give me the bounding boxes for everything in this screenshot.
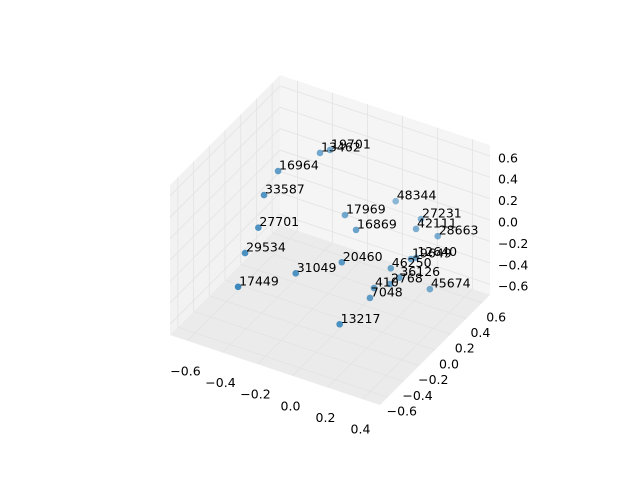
point bbox=[260, 191, 268, 199]
y-tick-label: −0.4 bbox=[402, 388, 432, 403]
grid-line bbox=[256, 248, 467, 319]
z-tick-label: 0.4 bbox=[498, 172, 518, 187]
point bbox=[352, 226, 360, 234]
y-tick-label: −0.2 bbox=[418, 372, 448, 387]
point-label: 20460 bbox=[343, 249, 383, 264]
point-label: 7048 bbox=[371, 284, 403, 299]
grid-line bbox=[240, 263, 451, 335]
point-label: 42111 bbox=[417, 215, 457, 230]
point bbox=[426, 285, 434, 293]
point-label: 27231 bbox=[422, 206, 462, 221]
point bbox=[292, 270, 300, 277]
x-tick-label: 0.4 bbox=[351, 422, 371, 437]
point-label: 48344 bbox=[397, 188, 437, 203]
grid-line bbox=[169, 106, 281, 218]
z-tick-label: −0.2 bbox=[498, 236, 528, 251]
point bbox=[434, 232, 442, 240]
point-label: 13217 bbox=[341, 311, 381, 326]
point-label: 31049 bbox=[297, 260, 337, 275]
point-label: 28663 bbox=[439, 223, 479, 238]
grid-line bbox=[279, 85, 491, 157]
point bbox=[274, 167, 282, 175]
point bbox=[417, 215, 425, 223]
grid-line bbox=[279, 171, 491, 242]
grid-line bbox=[279, 106, 491, 178]
point bbox=[412, 225, 420, 233]
grid-line bbox=[169, 149, 281, 261]
point bbox=[370, 284, 378, 292]
point-label: 36126 bbox=[400, 264, 440, 279]
point-label: 16964 bbox=[279, 158, 319, 173]
point-label: 33587 bbox=[265, 182, 305, 197]
point bbox=[241, 249, 249, 257]
grid-line bbox=[177, 326, 388, 398]
z-tick-label: 0.0 bbox=[498, 215, 518, 230]
point-label: 12640 bbox=[417, 244, 457, 259]
point-label: 17449 bbox=[239, 273, 279, 288]
point bbox=[413, 254, 420, 262]
point bbox=[341, 211, 349, 219]
point-label: 13462 bbox=[321, 139, 361, 154]
x-tick-label: −0.2 bbox=[240, 387, 270, 402]
grid-line bbox=[279, 192, 491, 264]
point-label: 19649 bbox=[412, 246, 452, 261]
y-tick-label: 0.6 bbox=[486, 309, 506, 324]
z-tick-label: −0.6 bbox=[498, 279, 528, 294]
point bbox=[336, 320, 343, 328]
y-tick-label: −0.6 bbox=[387, 404, 417, 419]
grid-line bbox=[279, 128, 491, 200]
point-label: 2768 bbox=[391, 270, 423, 285]
grid-line bbox=[193, 311, 404, 382]
point-label: 410 bbox=[375, 275, 399, 290]
point bbox=[387, 265, 395, 272]
point-label: 45674 bbox=[431, 276, 471, 291]
point-label: 27701 bbox=[259, 214, 299, 229]
x-tick-label: 0.2 bbox=[316, 410, 336, 425]
grid-line bbox=[272, 232, 483, 304]
y-tick-label: 0.4 bbox=[470, 325, 490, 340]
point-label: 19701 bbox=[331, 136, 371, 151]
grid-line bbox=[169, 171, 281, 282]
point bbox=[326, 146, 334, 154]
point bbox=[407, 255, 415, 263]
grid-line bbox=[169, 85, 281, 197]
point-label: 16869 bbox=[357, 216, 397, 231]
y-tick-label: 0.2 bbox=[455, 341, 475, 356]
grid-line bbox=[209, 295, 420, 367]
grid-line bbox=[169, 192, 281, 304]
point bbox=[338, 258, 346, 266]
point bbox=[396, 274, 403, 281]
grid-line bbox=[169, 128, 281, 239]
point-label: 17969 bbox=[346, 202, 386, 217]
grid-line bbox=[224, 279, 436, 351]
x-tick-label: −0.4 bbox=[205, 375, 235, 390]
point-label: 29534 bbox=[246, 240, 286, 255]
point bbox=[316, 149, 324, 157]
grid-line bbox=[279, 213, 491, 285]
point bbox=[255, 224, 262, 232]
point bbox=[234, 283, 242, 291]
z-tick-label: 0.6 bbox=[498, 150, 518, 165]
point bbox=[366, 294, 374, 302]
z-tick-label: 0.2 bbox=[498, 193, 518, 208]
point bbox=[392, 197, 400, 205]
z-tick-label: −0.4 bbox=[498, 257, 528, 272]
point-label: 46250 bbox=[392, 255, 432, 270]
y-tick-label: 0.0 bbox=[439, 356, 459, 371]
grid-line bbox=[279, 149, 491, 221]
x-tick-label: 0.0 bbox=[281, 398, 301, 413]
grid-line bbox=[169, 213, 281, 325]
x-tick-label: −0.6 bbox=[170, 363, 200, 378]
point bbox=[386, 280, 394, 288]
